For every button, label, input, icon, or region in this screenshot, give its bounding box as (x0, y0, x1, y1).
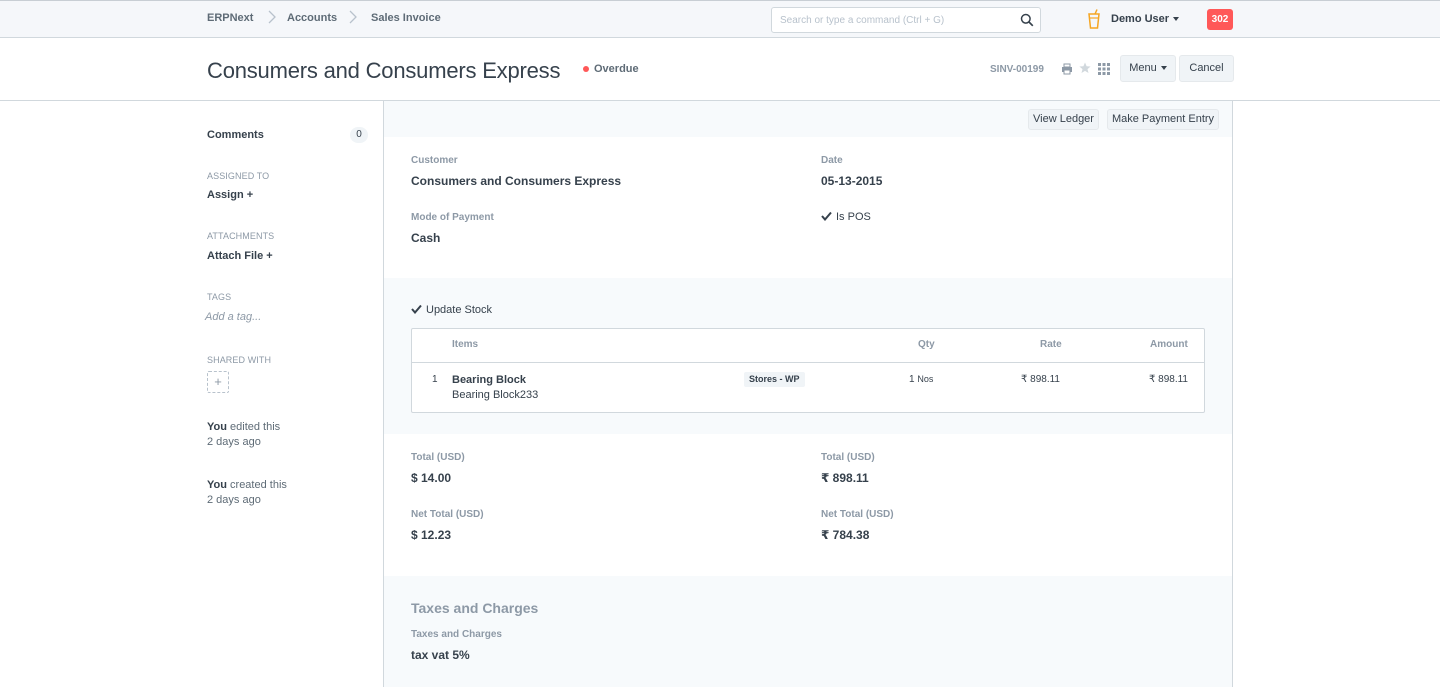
page-head: Consumers and Consumers Express Overdue … (0, 38, 1440, 101)
column-header-items: Items (452, 339, 479, 350)
column-header-amount: Amount (1150, 339, 1188, 350)
qty-value: 1 (909, 374, 915, 385)
column-header-qty: Qty (918, 339, 935, 350)
notification-badge[interactable]: 302 (1207, 9, 1233, 30)
item-qty: 1 Nos (909, 374, 933, 385)
taxes-field-value[interactable]: tax vat 5% (411, 648, 470, 662)
menu-button-label: Menu (1129, 62, 1157, 74)
user-menu[interactable]: Demo User (1111, 13, 1180, 25)
search-icon[interactable] (1020, 13, 1034, 27)
timeline-item: You edited this 2 days ago (207, 420, 280, 450)
status-badge: Overdue (594, 63, 639, 75)
totals-section: Total (USD) $ 14.00 Total (USD) ₹ 898.11… (384, 434, 1232, 576)
form-toolbar (384, 101, 1232, 137)
user-name-label: Demo User (1111, 13, 1170, 25)
apps-grid-icon[interactable] (1098, 63, 1110, 75)
document-id: SINV-00199 (990, 64, 1044, 75)
check-icon (411, 304, 422, 314)
cancel-button[interactable]: Cancel (1179, 55, 1234, 82)
attachments-heading: ATTACHMENTS (207, 231, 275, 241)
customer-section: Customer Consumers and Consumers Express… (384, 137, 1232, 278)
assign-button[interactable]: Assign + (207, 189, 254, 201)
breadcrumb-accounts[interactable]: Accounts (287, 12, 338, 24)
check-icon (821, 211, 832, 221)
item-amount: ₹ 898.11 (1149, 374, 1188, 385)
item-rate: ₹ 898.11 (1021, 374, 1060, 385)
net-total-inr-value: ₹ 784.38 (821, 528, 870, 542)
view-ledger-button[interactable]: View Ledger (1028, 109, 1099, 130)
awesome-bar (771, 7, 1041, 33)
uom-value: Nos (917, 374, 934, 384)
timeline-action: created this (226, 479, 287, 491)
breadcrumb-erpnext[interactable]: ERPNext (207, 12, 254, 24)
tags-heading: TAGS (207, 292, 232, 302)
page-title: Consumers and Consumers Express (207, 58, 561, 83)
timeline-user[interactable]: You (207, 421, 227, 433)
item-description: Bearing Block233 (452, 389, 539, 401)
chevron-right-icon (348, 10, 358, 24)
date-value: 05-13-2015 (821, 174, 883, 188)
net-total-usd-value: $ 12.23 (411, 528, 452, 542)
net-total-usd-label: Net Total (USD) (411, 509, 484, 520)
status-indicator-dot (583, 66, 589, 72)
timeline-time: 2 days ago (207, 436, 261, 448)
customer-label: Customer (411, 155, 458, 166)
total-inr-label: Total (USD) (821, 452, 875, 463)
timeline-user[interactable]: You (207, 479, 227, 491)
chevron-right-icon (267, 10, 277, 24)
table-header-divider (412, 362, 1204, 363)
is-pos-label: Is POS (836, 211, 871, 223)
breadcrumb-sales-invoice[interactable]: Sales Invoice (371, 12, 441, 24)
caret-down-icon (1160, 66, 1167, 71)
print-icon[interactable] (1061, 63, 1073, 75)
search-input[interactable] (772, 8, 1012, 32)
is-pos-field: Is POS (821, 211, 871, 223)
timeline-action: edited this (226, 421, 281, 433)
column-header-rate: Rate (1040, 339, 1062, 350)
comments-link[interactable]: Comments (207, 129, 264, 141)
make-payment-entry-button[interactable]: Make Payment Entry (1107, 109, 1219, 130)
row-index: 1 (432, 374, 438, 385)
assigned-to-heading: ASSIGNED TO (207, 171, 270, 181)
total-usd-value: $ 14.00 (411, 471, 452, 485)
customer-value[interactable]: Consumers and Consumers Express (411, 174, 622, 188)
caret-down-icon (1173, 17, 1180, 22)
shared-with-heading: SHARED WITH (207, 355, 272, 365)
form-border-right (1232, 101, 1233, 687)
items-table: Items Qty Rate Amount 1 Bearing Block Be… (411, 328, 1205, 413)
add-share-button[interactable]: + (207, 371, 229, 393)
mode-of-payment-label: Mode of Payment (411, 212, 494, 223)
user-avatar-icon[interactable] (1087, 9, 1101, 29)
form-border-left (383, 101, 384, 687)
item-name: Bearing Block (452, 374, 526, 386)
update-stock-label: Update Stock (426, 304, 493, 316)
date-label: Date (821, 155, 843, 166)
navbar: ERPNext Accounts Sales Invoice Demo User… (0, 0, 1440, 38)
taxes-field-label: Taxes and Charges (411, 629, 502, 640)
net-total-inr-label: Net Total (USD) (821, 509, 894, 520)
timeline-item: You created this 2 days ago (207, 478, 287, 508)
add-tag-input[interactable]: Add a tag... (205, 311, 262, 323)
menu-button[interactable]: Menu (1120, 55, 1176, 82)
taxes-section-heading[interactable]: Taxes and Charges (411, 600, 539, 616)
timeline-time: 2 days ago (207, 494, 261, 506)
total-inr-value: ₹ 898.11 (821, 471, 869, 485)
attach-file-button[interactable]: Attach File + (207, 250, 273, 262)
total-usd-label: Total (USD) (411, 452, 465, 463)
taxes-section: Taxes and Charges tax vat 5% (384, 576, 1232, 687)
update-stock-field: Update Stock (411, 304, 492, 316)
star-icon[interactable] (1079, 62, 1091, 74)
comment-count-badge: 0 (350, 127, 368, 143)
warehouse-badge: Stores - WP (744, 372, 805, 387)
mode-of-payment-value[interactable]: Cash (411, 231, 441, 245)
